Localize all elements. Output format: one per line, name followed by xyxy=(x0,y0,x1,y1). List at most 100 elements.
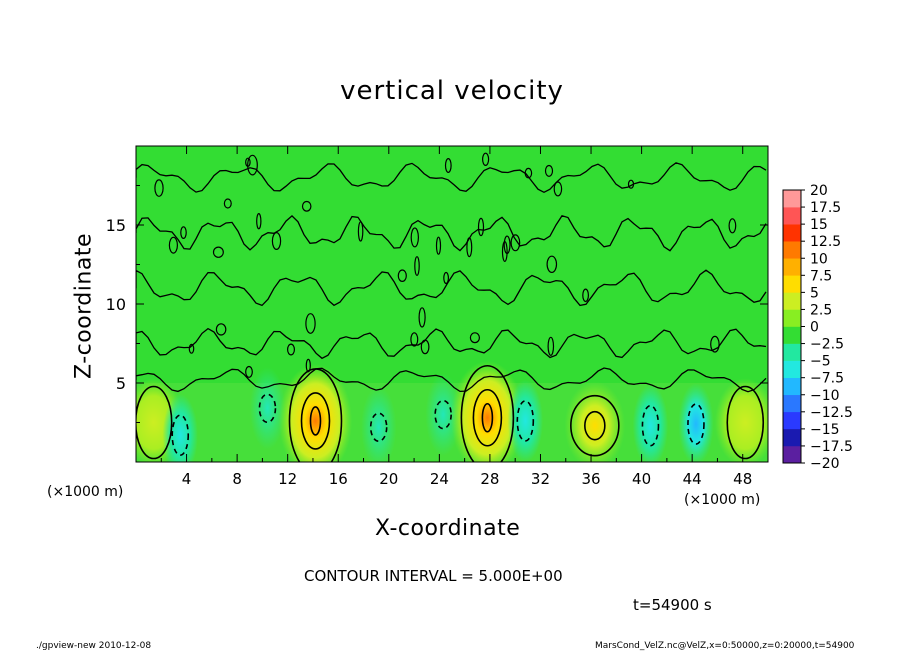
contour-small-cell xyxy=(245,365,253,378)
contour-small-cell xyxy=(466,237,473,258)
x-tick-label: 40 xyxy=(632,470,651,488)
contour-small-cell xyxy=(305,358,311,373)
contour-zero-1 xyxy=(136,215,767,252)
contour-downdraft-4 xyxy=(369,412,388,443)
contour-small-cell xyxy=(223,198,232,209)
colorbar-segment xyxy=(783,343,801,361)
contour-small-cell xyxy=(414,256,420,276)
contour-small-cell xyxy=(443,271,450,285)
downdraft-cell-2 xyxy=(249,367,286,450)
colorbar-segment xyxy=(783,411,801,430)
colorbar-label: −2.5 xyxy=(810,337,844,353)
contour-small-cell xyxy=(212,246,224,258)
contour-downdraft-7 xyxy=(516,400,535,442)
contour-small-cell xyxy=(627,179,635,189)
downdraft-cell-7 xyxy=(507,379,544,462)
contour-small-cell xyxy=(168,236,178,254)
x-unit-right: (×1000 m) xyxy=(684,492,761,508)
x-tick-label: 12 xyxy=(278,470,297,488)
contour-small-cell xyxy=(510,234,521,252)
y-axis-label: Z-coordinate xyxy=(71,233,97,379)
downdraft-cell-1 xyxy=(162,394,198,462)
contour-zero-3 xyxy=(136,327,767,360)
colorbar-label: 12.5 xyxy=(810,234,841,250)
contour-updraft-6-1 xyxy=(472,388,503,447)
contour-updraft-3-1 xyxy=(300,392,331,450)
contour-small-cell xyxy=(546,255,558,273)
contour-small-cell xyxy=(188,343,195,354)
contour-downdraft-10 xyxy=(687,403,705,445)
colorbar-label: −10 xyxy=(810,388,840,404)
contour-updraft-0-0 xyxy=(136,385,173,460)
footer-right: MarsCond_VelZ.nc@VelZ,x=0:50000,z=0:2000… xyxy=(595,641,855,651)
colorbar-segment xyxy=(783,309,801,327)
x-tick-label: 28 xyxy=(480,470,499,488)
colorbar-segment xyxy=(783,207,801,225)
contour-small-cell xyxy=(553,181,563,197)
colorbar-segment xyxy=(783,394,801,413)
x-tick-label: 36 xyxy=(581,470,600,488)
contour-small-cell xyxy=(469,332,480,344)
contour-small-cell xyxy=(710,335,720,353)
contour-small-cell xyxy=(245,157,251,167)
downdraft-cell-9 xyxy=(632,384,669,462)
y-tick-label: 5 xyxy=(116,374,126,393)
colorbar-segment xyxy=(783,241,801,259)
contour-small-cell xyxy=(477,217,485,237)
contour-downdraft-1 xyxy=(171,414,190,456)
contour-small-cell xyxy=(420,339,430,355)
colorbar-label: 0 xyxy=(810,320,819,336)
downdraft-cell-4 xyxy=(360,386,397,462)
colorbar-label: 5 xyxy=(810,285,819,301)
x-tick-label: 8 xyxy=(232,470,242,488)
colorbar-label: −17.5 xyxy=(810,439,853,455)
chart-title: vertical velocity xyxy=(340,76,564,106)
colorbar-segment xyxy=(783,190,801,208)
contour-small-cell xyxy=(582,288,589,303)
downdraft-cell-5 xyxy=(425,373,461,456)
contour-small-cell xyxy=(544,164,554,177)
x-tick-label: 16 xyxy=(329,470,348,488)
colorbar-segment xyxy=(783,292,801,310)
colorbar-label: −7.5 xyxy=(810,371,844,387)
x-unit-left: (×1000 m) xyxy=(47,484,124,500)
contour-small-cell xyxy=(305,313,316,334)
contour-small-cell xyxy=(357,221,364,242)
downdraft-cell-10 xyxy=(678,383,714,462)
contour-small-cell xyxy=(397,269,407,282)
contour-lines xyxy=(136,152,767,462)
contour-small-cell xyxy=(215,323,227,336)
contour-small-cell xyxy=(410,332,419,347)
x-tick-label: 4 xyxy=(182,470,192,488)
colorbar-segment xyxy=(783,360,801,378)
colorbar-segment xyxy=(783,428,801,447)
colorbar-segment xyxy=(783,258,801,276)
x-tick-label: 48 xyxy=(733,470,752,488)
colorbar-label: 15 xyxy=(810,217,828,233)
colorbar-label: 2.5 xyxy=(810,302,832,318)
contour-updraft-8-1 xyxy=(584,410,606,441)
contour-small-cell xyxy=(287,343,296,356)
contour-updraft-6-0 xyxy=(460,364,515,462)
contour-small-cell xyxy=(154,179,164,197)
contour-zero-0 xyxy=(136,162,767,194)
contour-small-cell xyxy=(501,241,508,263)
contour-small-cell xyxy=(301,200,312,212)
y-tick-label: 15 xyxy=(106,216,126,235)
contour-small-cell xyxy=(247,154,258,176)
updraft-cell-3 xyxy=(278,364,353,462)
colorbar-segment xyxy=(783,224,801,242)
contour-updraft-8-0 xyxy=(570,394,620,457)
updraft-cell-11 xyxy=(714,378,768,462)
contour-interval-text: CONTOUR INTERVAL = 5.000E+00 xyxy=(304,567,563,585)
contour-updraft-11-0 xyxy=(726,385,765,460)
contour-small-cell xyxy=(547,336,555,356)
updraft-cell-6 xyxy=(450,360,525,462)
x-tick-label: 24 xyxy=(430,470,449,488)
colorbar-segment xyxy=(783,377,801,396)
contour-small-cell xyxy=(180,226,187,240)
contour-updraft-6-2 xyxy=(481,402,494,433)
updraft-cell-8 xyxy=(564,381,626,462)
